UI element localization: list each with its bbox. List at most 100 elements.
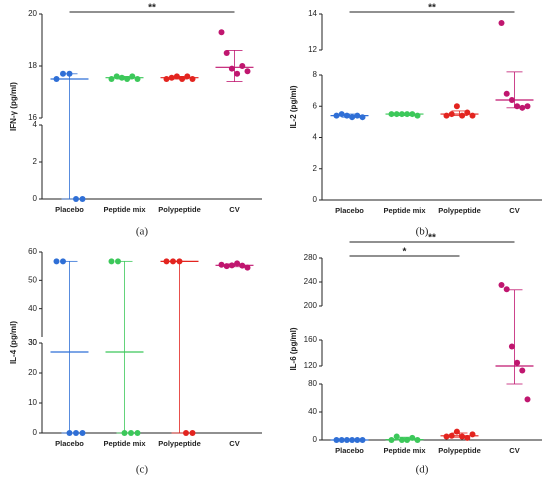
caption: (c) (136, 464, 149, 476)
caption: (a) (136, 226, 149, 238)
point (134, 430, 141, 436)
y-axis-label: IL-4 (pg/ml) (9, 321, 18, 364)
point (189, 76, 196, 82)
y-tick-label: 160 (304, 335, 318, 344)
point (508, 343, 515, 350)
x-tick-label: Polypeptide (158, 439, 201, 448)
point (414, 112, 421, 119)
point (79, 196, 86, 202)
y-tick-label: 0 (313, 435, 318, 444)
point (469, 431, 476, 438)
point (134, 76, 141, 82)
x-tick-label: CV (509, 446, 519, 455)
point (189, 430, 196, 436)
point (359, 437, 366, 443)
point (333, 112, 340, 119)
point (448, 432, 455, 439)
point (234, 70, 241, 77)
x-tick-label: Peptide mix (383, 206, 426, 215)
x-tick-label: Polypeptide (158, 205, 201, 214)
point (398, 111, 405, 118)
point (498, 282, 505, 288)
point (179, 76, 186, 82)
point (414, 437, 421, 443)
point (73, 430, 79, 436)
y-axis-label: IFN-γ (pg/ml) (9, 82, 18, 131)
point (223, 50, 230, 56)
x-tick-label: Peptide mix (383, 446, 426, 455)
point (388, 437, 395, 443)
point (404, 111, 411, 118)
point (469, 112, 476, 119)
point (244, 68, 251, 75)
y-tick-label: 20 (28, 368, 37, 377)
point (519, 367, 526, 374)
y-tick-label: 40 (308, 407, 317, 416)
point (60, 70, 66, 77)
y-tick-label: 30 (28, 338, 37, 347)
point (354, 112, 361, 119)
point (66, 70, 73, 77)
y-tick-label: 40 (28, 304, 37, 313)
point (459, 112, 466, 119)
point (53, 258, 60, 265)
y-tick-label: 80 (308, 379, 317, 388)
point (459, 433, 466, 440)
y-tick-label: 0 (33, 194, 38, 203)
point (443, 433, 450, 440)
point (359, 114, 366, 121)
point (464, 109, 471, 116)
y-tick-label: 120 (304, 361, 318, 370)
y-tick-label: 6 (313, 101, 318, 110)
y-tick-label: 0 (33, 428, 38, 437)
x-tick-label: Placebo (335, 206, 364, 215)
y-axis-label: IL-2 (pg/ml) (289, 85, 298, 128)
point (393, 433, 400, 440)
point (124, 76, 131, 82)
y-tick-label: 280 (304, 253, 318, 262)
point (121, 430, 128, 436)
point (338, 437, 345, 443)
point (349, 437, 356, 443)
point (244, 264, 251, 271)
point (228, 262, 235, 269)
caption: (d) (416, 464, 429, 476)
x-tick-label: Placebo (55, 439, 84, 448)
point (503, 286, 510, 293)
point (239, 262, 246, 269)
point (443, 112, 450, 119)
x-tick-label: CV (229, 439, 239, 448)
y-tick-label: 20 (28, 9, 37, 18)
point (498, 20, 505, 26)
significance-label: * (403, 247, 407, 258)
y-tick-label: 16 (28, 113, 37, 122)
point (514, 103, 521, 110)
point (448, 111, 455, 118)
significance-label: ** (428, 233, 436, 244)
y-axis-label: IL-6 (pg/ml) (289, 327, 298, 370)
y-tick-label: 10 (28, 398, 37, 407)
significance-label: ** (148, 3, 156, 14)
y-tick-label: 200 (304, 301, 318, 310)
y-tick-label: 14 (308, 9, 317, 18)
x-tick-label: Polypeptide (438, 206, 481, 215)
caption: (b) (416, 226, 429, 238)
y-tick-label: 8 (313, 70, 318, 79)
y-tick-label: 60 (28, 247, 37, 256)
x-tick-label: Peptide mix (103, 205, 146, 214)
y-tick-label: 4 (313, 133, 318, 142)
point (60, 258, 66, 265)
point (218, 29, 225, 36)
point (228, 65, 235, 72)
point (163, 76, 170, 82)
y-tick-label: 12 (308, 45, 317, 54)
y-tick-label: 30 (28, 338, 37, 347)
point (73, 196, 79, 202)
point (343, 437, 350, 443)
point (409, 111, 416, 118)
point (393, 111, 400, 118)
point (409, 434, 416, 441)
point (404, 437, 411, 443)
point (176, 258, 183, 265)
